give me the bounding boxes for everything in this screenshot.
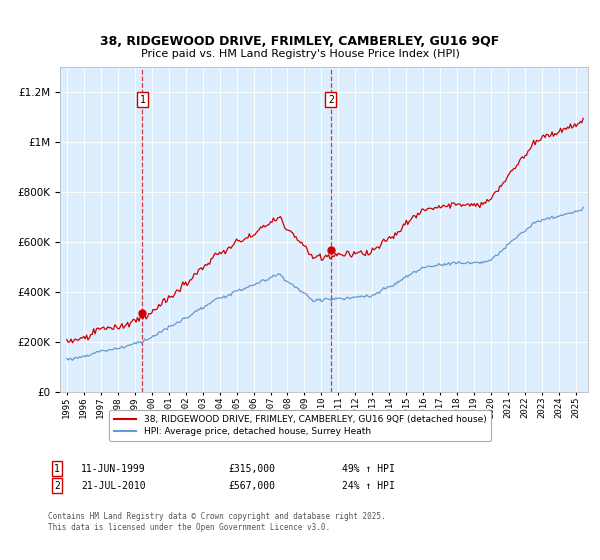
Text: £315,000: £315,000 [228, 464, 275, 474]
Text: £567,000: £567,000 [228, 480, 275, 491]
Text: 1: 1 [139, 95, 145, 105]
Text: 1: 1 [54, 464, 60, 474]
Text: 11-JUN-1999: 11-JUN-1999 [81, 464, 146, 474]
Text: Price paid vs. HM Land Registry's House Price Index (HPI): Price paid vs. HM Land Registry's House … [140, 49, 460, 59]
Text: 24% ↑ HPI: 24% ↑ HPI [342, 480, 395, 491]
Legend: 38, RIDGEWOOD DRIVE, FRIMLEY, CAMBERLEY, GU16 9QF (detached house), HPI: Average: 38, RIDGEWOOD DRIVE, FRIMLEY, CAMBERLEY,… [109, 410, 491, 441]
Text: 38, RIDGEWOOD DRIVE, FRIMLEY, CAMBERLEY, GU16 9QF: 38, RIDGEWOOD DRIVE, FRIMLEY, CAMBERLEY,… [100, 35, 500, 48]
Text: 2: 2 [328, 95, 334, 105]
Text: 21-JUL-2010: 21-JUL-2010 [81, 480, 146, 491]
Text: 2: 2 [54, 480, 60, 491]
Text: 49% ↑ HPI: 49% ↑ HPI [342, 464, 395, 474]
Text: Contains HM Land Registry data © Crown copyright and database right 2025.
This d: Contains HM Land Registry data © Crown c… [48, 512, 386, 532]
